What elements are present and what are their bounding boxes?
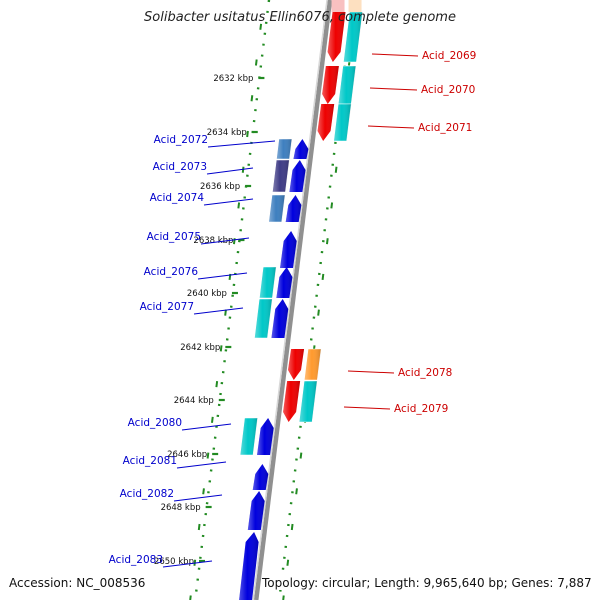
gene-label-leader xyxy=(206,167,254,175)
gene-label-leader xyxy=(367,125,415,129)
gene-label-leader xyxy=(197,272,248,280)
ruler-tick-label: 2644 kbp xyxy=(174,396,214,406)
cog-block-shading xyxy=(254,299,273,338)
gene-arrow-shading xyxy=(280,231,297,268)
gene-label-leader xyxy=(347,370,395,374)
gene-label-leader xyxy=(193,307,244,315)
gene-label[interactable]: Acid_2074 xyxy=(150,192,205,204)
cog-block-peach xyxy=(348,0,362,12)
gene-label[interactable]: Acid_2071 xyxy=(418,122,472,134)
gene-arrow-shading xyxy=(252,464,269,490)
backbone-highlight xyxy=(252,0,328,600)
genome-backbone xyxy=(252,0,333,600)
cog-block-pink xyxy=(331,0,345,12)
ruler-tick-label: 2640 kbp xyxy=(187,289,227,299)
ruler-tick-label: 2632 kbp xyxy=(213,74,253,84)
cog-category-track xyxy=(239,0,363,456)
backbone-line xyxy=(253,0,333,600)
cog-block-shading xyxy=(338,66,356,104)
gene-label-leader xyxy=(176,461,227,469)
gene-arrow-shading xyxy=(293,139,309,159)
gene-arrow-shading xyxy=(283,381,301,422)
ruler-tick-label: 2634 kbp xyxy=(207,128,247,138)
gene-label[interactable]: Acid_2076 xyxy=(144,266,199,278)
gene-arrow-shading xyxy=(289,160,306,192)
gene-label-leader xyxy=(203,198,254,206)
gene-label-leader xyxy=(173,494,223,502)
ruler-tick-label: 2636 kbp xyxy=(200,182,240,192)
ruler-tick-label: 2650 kbp xyxy=(154,557,194,567)
gene-arrow-shading xyxy=(276,267,293,298)
gene-label[interactable]: Acid_2080 xyxy=(128,417,182,429)
gene-label-leader xyxy=(343,406,391,410)
gene-arrow-shading xyxy=(257,418,274,455)
gene-label[interactable]: Acid_2070 xyxy=(421,84,475,96)
cog-block-shading xyxy=(272,160,290,192)
gene-label[interactable]: Acid_2079 xyxy=(394,403,448,415)
cog-block-shading xyxy=(259,267,277,298)
cog-block-shading xyxy=(299,381,318,422)
gene-label[interactable]: Acid_2082 xyxy=(120,488,174,500)
gene-arrow-shading xyxy=(239,532,259,600)
outer-dotted-ruler xyxy=(194,0,271,600)
cog-block-shading xyxy=(276,139,292,159)
gene-arrow-shading xyxy=(327,12,346,62)
cog-block-shading xyxy=(304,349,322,380)
ruler-tick-label: 2648 kbp xyxy=(161,503,201,513)
gene-label-leader xyxy=(162,560,213,568)
gene-arrow-shading xyxy=(285,195,302,222)
cog-block-shading xyxy=(240,418,258,455)
cog-block-shading xyxy=(343,12,363,62)
gene-label[interactable]: Acid_2073 xyxy=(153,161,207,173)
gene-labels: Acid_2069 Acid_2070 Acid_2071 Acid_2072 Acid… xyxy=(109,50,476,568)
cog-block-shading xyxy=(268,195,286,222)
gene-label[interactable]: Acid_2075 xyxy=(147,231,201,243)
gene-label-leader xyxy=(207,140,276,148)
gene-label[interactable]: Acid_2069 xyxy=(422,50,476,62)
accession-text: Accession: NC_008536 xyxy=(9,576,146,590)
gene-label[interactable]: Acid_2081 xyxy=(123,455,177,467)
ruler-tick-label: 2642 kbp xyxy=(180,343,220,353)
map-title: Solibacter usitatus Ellin6076, complete … xyxy=(144,10,456,25)
gene-label[interactable]: Acid_2072 xyxy=(154,134,208,146)
gene-label-leader xyxy=(181,423,232,431)
gene-arrow-shading xyxy=(288,349,305,380)
topology-summary: Topology: circular; Length: 9,965,640 bp… xyxy=(262,576,592,590)
gene-arrow-shading xyxy=(271,299,289,338)
position-ruler: 2632 kbp 2634 kbp 2636 kbp 2638 kbp 2640 kbp… xyxy=(154,74,265,567)
cog-block-shading xyxy=(333,104,352,141)
gene-arrow-shading xyxy=(317,104,335,141)
gene-label[interactable]: Acid_2077 xyxy=(140,301,194,313)
gene-label-leader xyxy=(369,87,418,91)
gene-label[interactable]: Acid_2083 xyxy=(109,554,163,566)
ruler-tick-label: 2638 kbp xyxy=(193,236,233,246)
gene-label-leader xyxy=(200,237,250,245)
gene-label[interactable]: Acid_2078 xyxy=(398,367,452,379)
gene-arrow-shading xyxy=(322,66,339,104)
gene-label-leader xyxy=(371,53,419,57)
reverse-strand-dash-ruler xyxy=(189,0,265,600)
ruler-tick-label: 2646 kbp xyxy=(167,450,207,460)
gene-arrow-shading xyxy=(247,491,265,530)
gene-track xyxy=(239,12,346,600)
